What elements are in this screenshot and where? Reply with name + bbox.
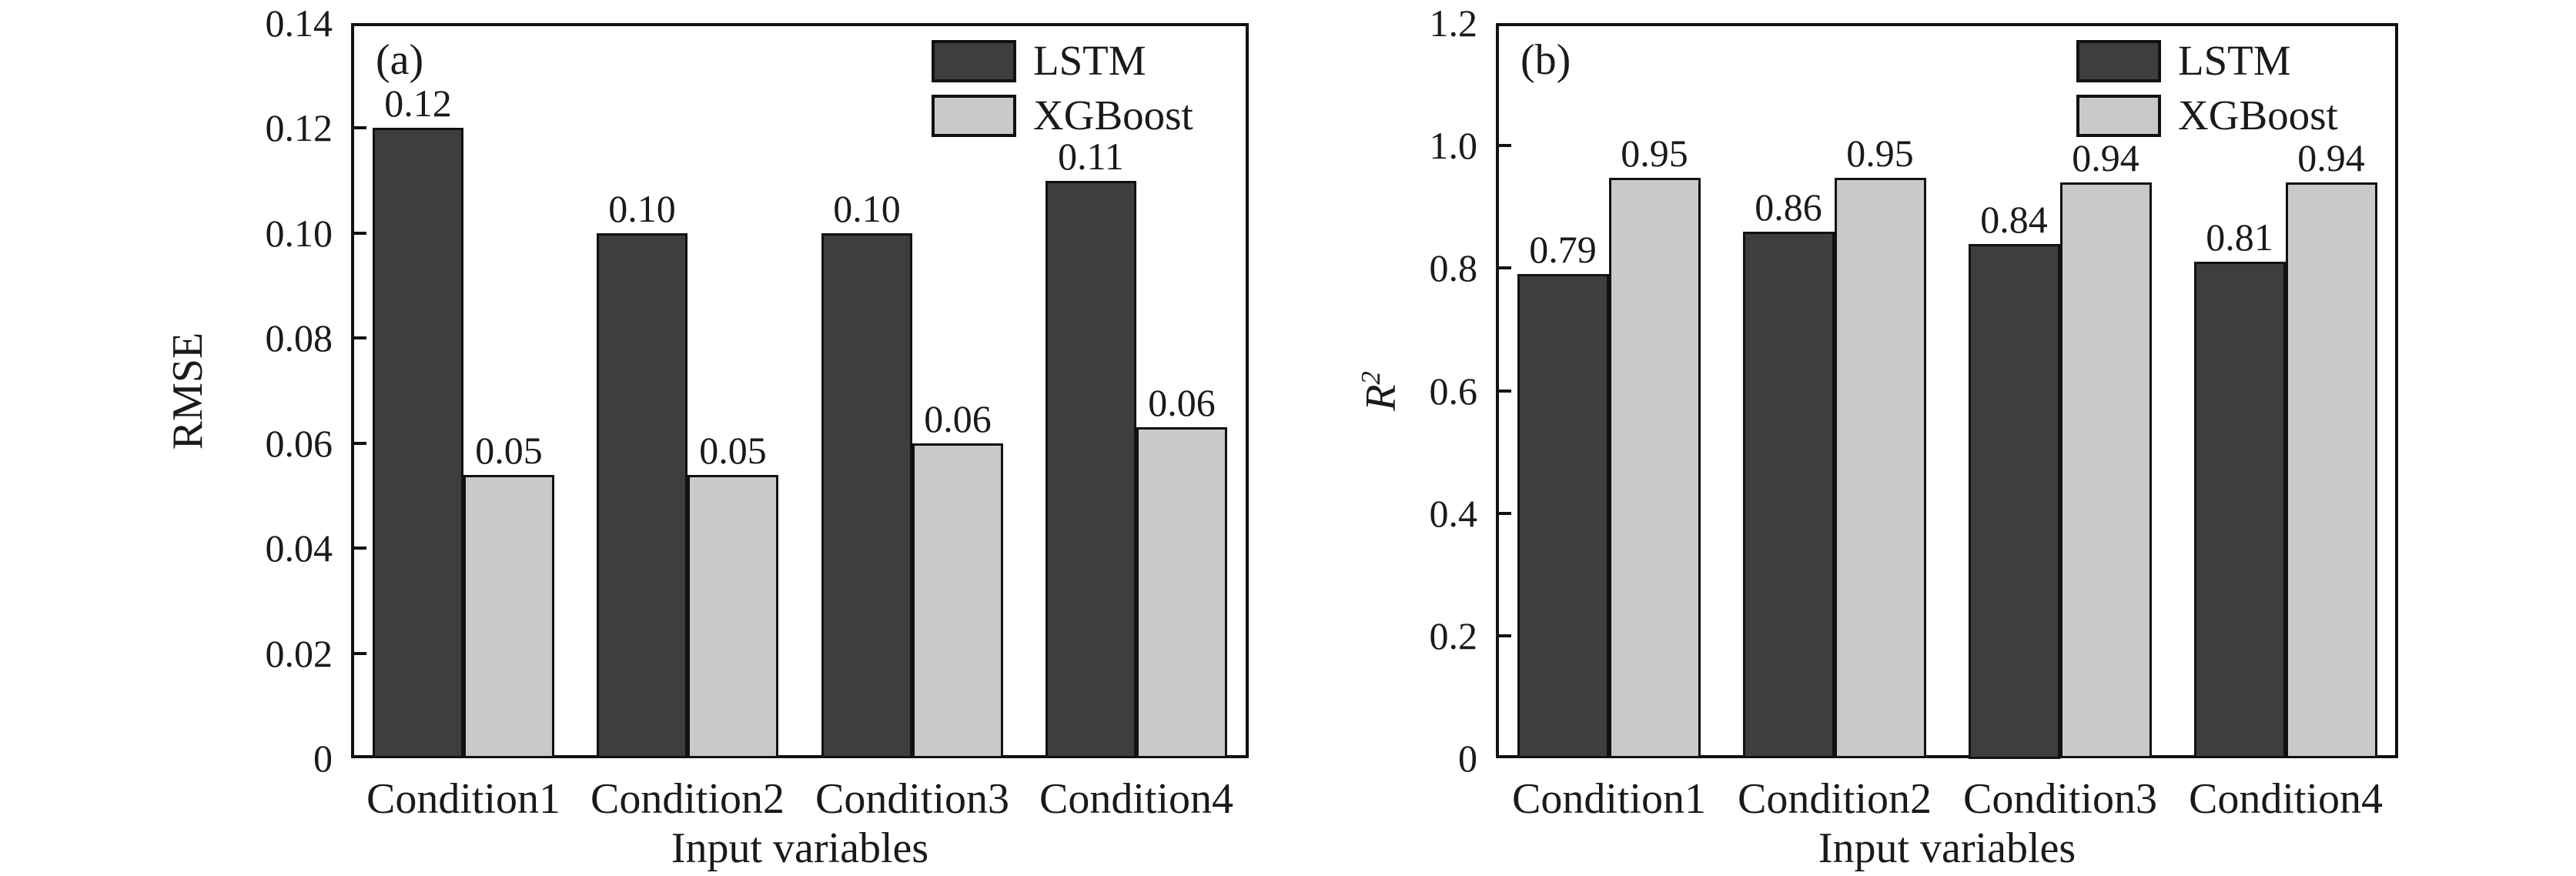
bar-xgboost-condition2 — [1835, 178, 1926, 758]
x-category-label: Condition4 — [1039, 775, 1234, 823]
y-tick-label: 0.04 — [265, 527, 333, 570]
x-axis-title: Input variables — [1818, 824, 2076, 872]
bar-value-label: 0.86 — [1755, 186, 1822, 229]
y-tick-mark — [1499, 266, 1511, 269]
y-tick-mark — [1499, 390, 1511, 393]
x-category-label: Condition4 — [2188, 775, 2384, 823]
bar-xgboost-condition4 — [2286, 182, 2377, 758]
bar-xgboost-condition1 — [1609, 178, 1701, 758]
bar-value-label: 0.84 — [1980, 198, 2048, 241]
y-tick-label: 1.0 — [1429, 124, 1478, 167]
bar-lstm-condition3 — [1969, 244, 2060, 759]
panel-label: (a) — [376, 36, 424, 84]
bar-value-label: 0.05 — [475, 429, 543, 472]
bar-value-label: 0.06 — [924, 397, 992, 440]
y-axis-title: R2 — [1356, 371, 1405, 411]
bar-value-label: 0.05 — [699, 429, 767, 472]
y-tick-label: 0.08 — [265, 316, 333, 359]
legend-label-xgboost: XGBoost — [2178, 92, 2338, 139]
y-tick-label: 0.4 — [1429, 492, 1478, 535]
y-tick-label: 0.14 — [265, 2, 333, 45]
y-tick-label: 0.02 — [265, 632, 333, 675]
bar-xgboost-condition4 — [1136, 427, 1227, 758]
bar-value-label: 0.12 — [384, 82, 452, 125]
y-tick-label: 0.6 — [1429, 369, 1478, 413]
bar-value-label: 0.94 — [2072, 136, 2139, 179]
bar-value-label: 0.10 — [608, 187, 676, 230]
x-category-label: Condition1 — [366, 775, 561, 823]
y-tick-mark — [354, 442, 366, 445]
x-category-label: Condition1 — [1511, 775, 1707, 823]
y-tick-label: 0.8 — [1429, 246, 1478, 289]
bar-lstm-condition1 — [373, 128, 463, 758]
bar-lstm-condition4 — [2194, 262, 2286, 758]
y-tick-label: 0.06 — [265, 422, 333, 465]
plot-frame — [351, 23, 1249, 758]
y-tick-label: 0.12 — [265, 106, 333, 149]
y-tick-label: 1.2 — [1429, 2, 1478, 45]
y-tick-mark — [1499, 634, 1511, 637]
bar-value-label: 0.94 — [2297, 136, 2365, 179]
bar-xgboost-condition3 — [2060, 182, 2152, 758]
y-tick-mark — [1499, 144, 1511, 147]
bar-value-label: 0.95 — [1846, 132, 1914, 175]
bar-lstm-condition4 — [1045, 181, 1136, 758]
legend-swatch-xgboost — [932, 95, 1016, 137]
bar-lstm-condition2 — [597, 233, 687, 758]
legend-swatch-lstm — [2076, 40, 2161, 82]
y-tick-mark — [354, 547, 366, 550]
y-tick-mark — [1499, 512, 1511, 515]
y-tick-label: 0 — [313, 737, 333, 780]
bar-lstm-condition1 — [1517, 274, 1609, 758]
bar-value-label: 0.81 — [2206, 216, 2273, 259]
bar-value-label: 0.95 — [1621, 132, 1688, 175]
legend-label-xgboost: XGBoost — [1033, 92, 1193, 139]
x-category-label: Condition2 — [590, 775, 785, 823]
x-axis-title: Input variables — [671, 824, 929, 872]
plot-frame — [1496, 23, 2398, 758]
y-tick-label: 0.10 — [265, 212, 333, 255]
bar-lstm-condition3 — [821, 233, 912, 758]
y-tick-label: 0 — [1458, 737, 1477, 780]
y-tick-mark — [354, 126, 366, 129]
panel-label: (b) — [1521, 36, 1571, 84]
x-category-label: Condition2 — [1737, 775, 1932, 823]
bar-value-label: 0.10 — [833, 187, 901, 230]
legend-label-lstm: LSTM — [1033, 37, 1146, 84]
bar-xgboost-condition2 — [687, 475, 778, 758]
y-tick-mark — [354, 652, 366, 655]
bar-value-label: 0.11 — [1058, 135, 1124, 178]
bar-value-label: 0.06 — [1148, 381, 1216, 424]
x-category-label: Condition3 — [815, 775, 1010, 823]
bar-value-label: 0.79 — [1529, 228, 1597, 271]
y-tick-label: 0.2 — [1429, 614, 1478, 657]
bar-xgboost-condition3 — [912, 443, 1003, 758]
bar-lstm-condition2 — [1743, 232, 1835, 758]
legend-swatch-xgboost — [2076, 95, 2161, 137]
x-category-label: Condition3 — [1962, 775, 2158, 823]
y-tick-mark — [354, 336, 366, 339]
legend-label-lstm: LSTM — [2178, 37, 2291, 84]
bar-xgboost-condition1 — [463, 475, 554, 758]
legend-swatch-lstm — [932, 40, 1016, 82]
y-tick-mark — [354, 232, 366, 235]
